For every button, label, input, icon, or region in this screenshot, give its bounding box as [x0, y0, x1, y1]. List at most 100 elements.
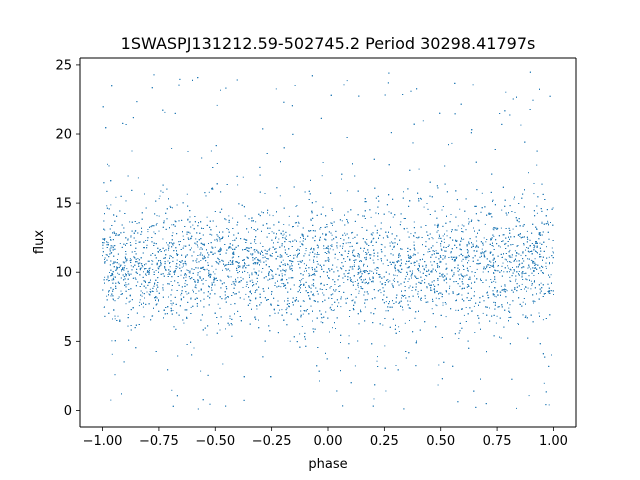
scatter-point	[398, 326, 400, 328]
scatter-point	[124, 265, 126, 267]
scatter-point	[129, 242, 131, 243]
scatter-point	[531, 284, 533, 286]
scatter-point	[213, 276, 215, 278]
scatter-point	[340, 306, 342, 308]
scatter-point	[137, 262, 139, 264]
scatter-point	[104, 262, 106, 264]
scatter-point	[171, 255, 172, 257]
scatter-point	[433, 284, 434, 286]
scatter-point	[461, 228, 463, 230]
scatter-point	[346, 190, 348, 192]
scatter-point	[476, 240, 478, 242]
scatter-point	[331, 304, 333, 306]
scatter-point	[520, 254, 522, 256]
scatter-point	[152, 260, 154, 262]
scatter-point	[126, 268, 128, 270]
scatter-point	[304, 253, 306, 255]
scatter-point	[275, 88, 277, 90]
scatter-point	[341, 220, 343, 222]
scatter-point	[232, 240, 234, 241]
scatter-point	[222, 363, 224, 365]
scatter-point	[297, 221, 299, 223]
scatter-point	[372, 259, 374, 261]
scatter-point	[352, 299, 354, 301]
scatter-point	[481, 248, 483, 250]
scatter-point	[330, 222, 332, 224]
scatter-point	[450, 252, 452, 254]
scatter-point	[422, 120, 424, 122]
scatter-point	[106, 295, 108, 297]
scatter-point	[342, 245, 344, 247]
scatter-point	[388, 211, 390, 213]
scatter-point	[172, 207, 173, 209]
scatter-point	[500, 227, 502, 229]
scatter-point	[490, 261, 492, 263]
scatter-point	[545, 267, 547, 269]
scatter-point	[427, 270, 429, 272]
scatter-point	[366, 239, 368, 240]
scatter-point	[281, 273, 283, 275]
scatter-point	[472, 84, 474, 86]
scatter-point	[200, 370, 202, 372]
scatter-point	[497, 265, 499, 267]
scatter-point	[396, 275, 398, 277]
scatter-point	[115, 282, 117, 284]
scatter-point	[457, 225, 459, 227]
scatter-point	[185, 264, 187, 266]
scatter-point	[376, 360, 378, 362]
scatter-point	[200, 260, 202, 261]
scatter-point	[130, 236, 132, 238]
scatter-point	[206, 268, 208, 270]
scatter-point	[331, 244, 333, 246]
scatter-point	[543, 382, 545, 384]
scatter-point	[147, 231, 149, 233]
scatter-point	[463, 276, 465, 278]
scatter-point	[495, 322, 497, 324]
scatter-point	[493, 266, 495, 268]
scatter-point	[417, 277, 419, 279]
scatter-point	[115, 196, 117, 198]
scatter-point	[521, 276, 523, 278]
scatter-point	[192, 224, 194, 226]
scatter-point	[332, 327, 333, 329]
scatter-point	[117, 315, 119, 317]
scatter-point	[104, 229, 106, 231]
scatter-point	[137, 258, 139, 259]
scatter-point	[548, 404, 550, 406]
scatter-point	[147, 229, 149, 230]
scatter-point	[168, 245, 170, 247]
scatter-point	[548, 256, 550, 258]
scatter-point	[297, 261, 299, 262]
scatter-point	[226, 264, 228, 266]
scatter-point	[504, 285, 506, 287]
scatter-point	[423, 268, 425, 270]
scatter-point	[463, 238, 465, 240]
scatter-point	[384, 345, 386, 347]
scatter-point	[492, 245, 494, 247]
scatter-point	[281, 254, 283, 256]
scatter-point	[239, 266, 241, 268]
scatter-point	[513, 198, 515, 200]
scatter-point	[130, 265, 132, 267]
scatter-point	[129, 300, 131, 302]
scatter-point	[295, 297, 297, 299]
scatter-point	[104, 261, 105, 263]
scatter-point	[253, 249, 255, 251]
scatter-point	[505, 242, 507, 244]
scatter-point	[461, 224, 463, 226]
scatter-point	[156, 288, 157, 290]
scatter-point	[269, 214, 271, 216]
scatter-point	[195, 287, 197, 289]
scatter-point	[469, 266, 471, 267]
scatter-point	[451, 142, 453, 144]
scatter-point	[468, 218, 470, 220]
scatter-point	[142, 306, 144, 308]
scatter-point	[391, 241, 392, 243]
scatter-point	[387, 279, 389, 280]
scatter-point	[504, 258, 506, 260]
scatter-point	[462, 264, 464, 266]
scatter-point	[230, 276, 232, 278]
scatter-point	[111, 252, 113, 253]
scatter-point	[255, 243, 257, 244]
scatter-point	[220, 89, 221, 91]
